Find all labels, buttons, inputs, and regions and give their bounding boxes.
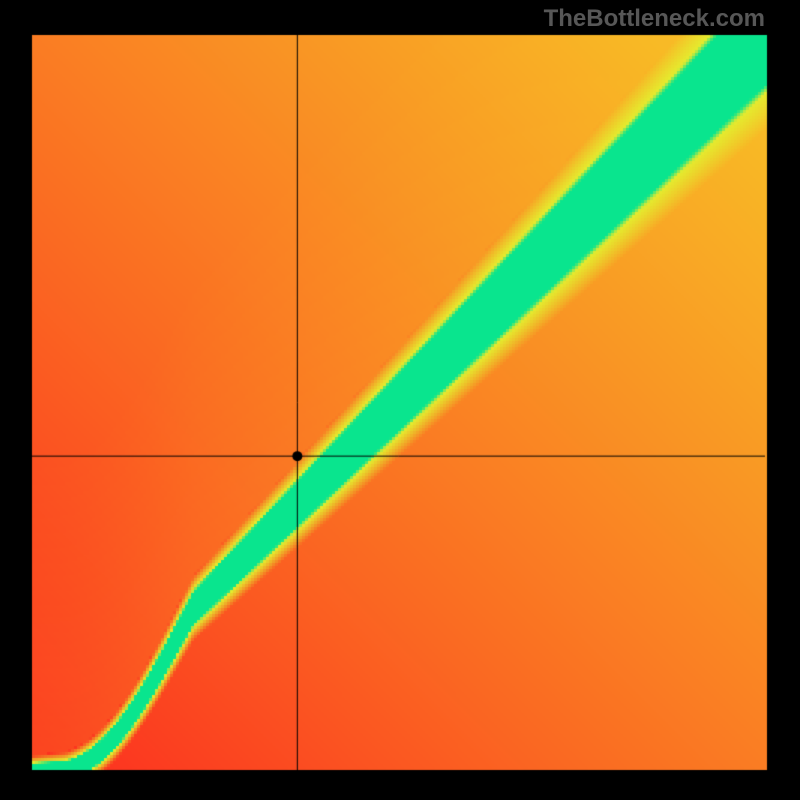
chart-container: TheBottleneck.com: [0, 0, 800, 800]
bottleneck-heatmap-canvas: [0, 0, 800, 800]
watermark-text: TheBottleneck.com: [544, 5, 765, 33]
